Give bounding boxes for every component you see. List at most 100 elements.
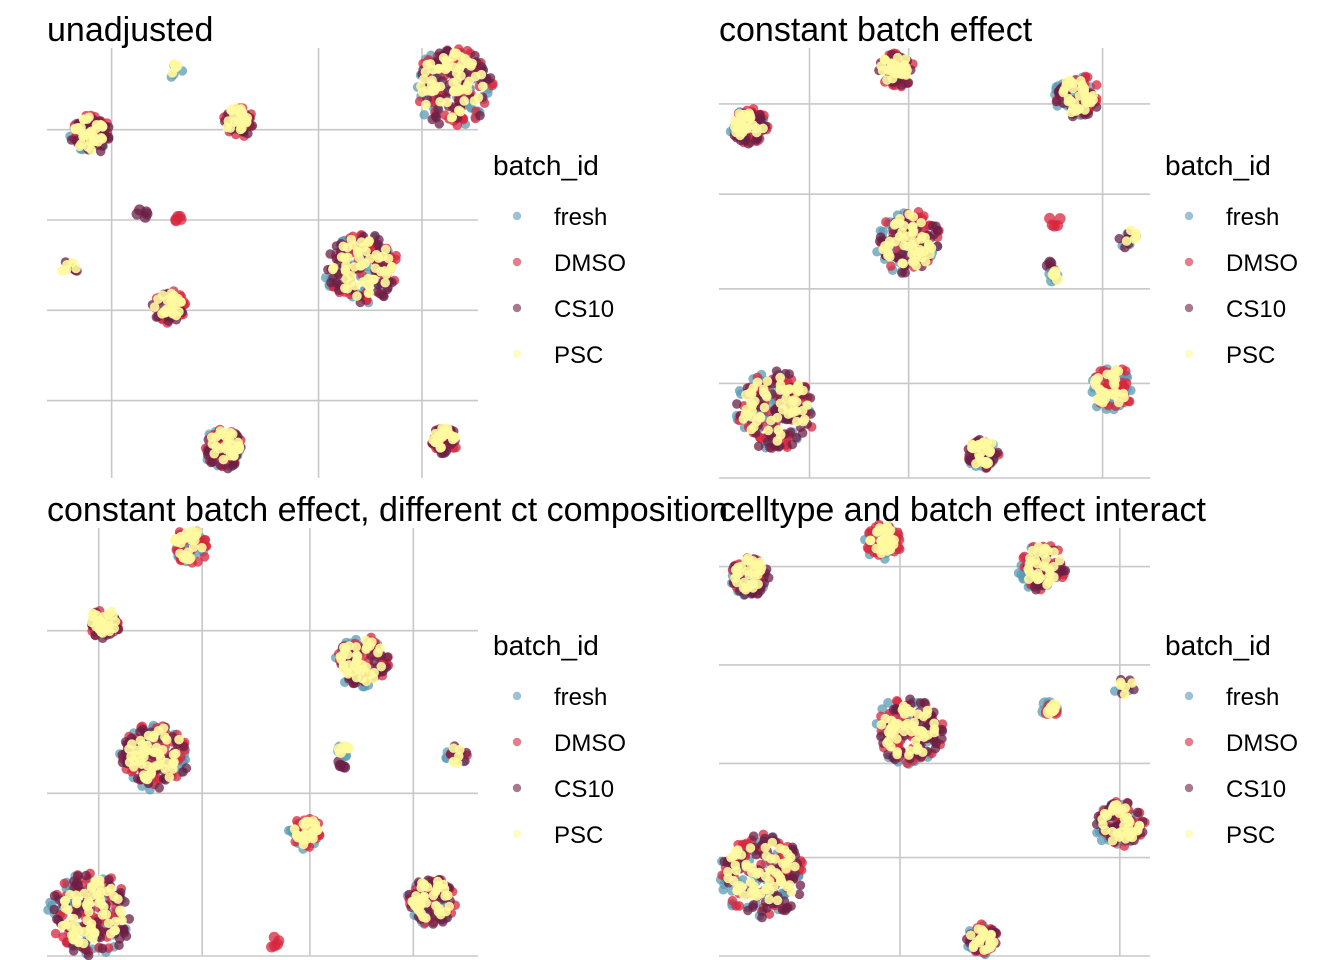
point-PSC	[162, 295, 172, 306]
point-PSC	[220, 431, 230, 441]
point-PSC	[754, 557, 765, 568]
panel-3: constant batch effect, different ct comp…	[43, 491, 728, 960]
point-cluster	[874, 48, 918, 92]
point-PSC	[909, 717, 920, 728]
point-PSC	[459, 96, 469, 106]
point-PSC	[91, 610, 102, 620]
point-PSC	[892, 734, 902, 744]
legend-key-CS10	[512, 303, 522, 313]
point-PSC	[1119, 689, 1130, 700]
point-PSC	[456, 71, 466, 81]
point-cluster	[333, 741, 354, 762]
point-PSC	[745, 843, 756, 853]
legend-label-PSC: PSC	[554, 342, 603, 369]
point-CS10	[770, 405, 780, 416]
point-PSC	[759, 402, 770, 413]
point-DMSO	[59, 878, 70, 889]
point-CS10	[751, 135, 761, 145]
point-PSC	[421, 898, 431, 908]
point-PSC	[328, 264, 338, 275]
point-PSC	[188, 542, 199, 553]
point-cluster	[43, 868, 135, 960]
point-PSC	[916, 217, 926, 228]
point-PSC	[154, 759, 165, 769]
point-PSC	[145, 769, 156, 780]
point-CS10	[119, 924, 129, 935]
point-PSC	[1049, 547, 1059, 557]
point-PSC	[376, 661, 387, 672]
legend-label-CS10: CS10	[554, 296, 614, 323]
point-PSC	[1115, 827, 1126, 837]
point-CS10	[763, 572, 774, 583]
point-PSC	[773, 425, 784, 435]
point-PSC	[233, 437, 243, 448]
point-CS10	[931, 221, 941, 232]
point-cluster	[1050, 71, 1102, 122]
point-DMSO	[50, 928, 61, 939]
point-PSC	[67, 930, 77, 940]
point-fresh	[883, 697, 893, 708]
point-PSC	[473, 92, 484, 103]
point-CS10	[743, 905, 753, 916]
point-PSC	[885, 533, 896, 544]
point-PSC	[1080, 105, 1090, 115]
point-PSC	[352, 655, 362, 666]
point-PSC	[1023, 574, 1034, 585]
legend-key-fresh	[1184, 691, 1194, 701]
point-PSC	[986, 929, 997, 940]
point-PSC	[871, 527, 882, 537]
point-cluster	[65, 110, 114, 157]
point-PSC	[227, 447, 237, 458]
point-cluster	[115, 720, 192, 795]
point-PSC	[467, 58, 478, 69]
point-PSC	[419, 74, 429, 84]
point-PSC	[169, 59, 180, 70]
point-DMSO	[175, 213, 187, 225]
point-PSC	[351, 642, 362, 652]
point-PSC	[435, 443, 446, 453]
point-CS10	[1114, 233, 1125, 244]
legend-label-CS10: CS10	[1226, 296, 1286, 323]
point-CS10	[753, 441, 764, 452]
point-CS10	[930, 743, 941, 754]
point-PSC	[726, 852, 736, 863]
point-PSC	[346, 234, 357, 245]
point-CS10	[992, 447, 1003, 458]
legend-label-CS10: CS10	[554, 776, 614, 803]
point-CS10	[428, 919, 438, 929]
legend-title: batch_id	[1165, 150, 1271, 181]
point-PSC	[149, 302, 160, 312]
point-cluster	[1087, 364, 1136, 415]
point-PSC	[57, 920, 68, 931]
point-PSC	[108, 610, 118, 621]
point-PSC	[151, 747, 161, 757]
point-PSC	[386, 261, 397, 272]
point-PSC	[1121, 236, 1132, 246]
point-PSC	[81, 900, 92, 910]
point-PSC	[762, 376, 773, 387]
point-PSC	[79, 888, 90, 899]
point-PSC	[170, 748, 181, 759]
point-PSC	[1058, 87, 1069, 98]
point-PSC	[380, 277, 390, 288]
point-CS10	[757, 906, 767, 917]
point-PSC	[116, 907, 126, 918]
point-CS10	[223, 463, 233, 474]
point-CS10	[114, 940, 124, 951]
point-PSC	[761, 884, 771, 895]
legend-label-fresh: fresh	[554, 204, 607, 231]
point-PSC	[153, 725, 164, 736]
point-PSC	[227, 429, 238, 440]
point-PSC	[758, 384, 769, 395]
legend-key-PSC	[1184, 349, 1194, 359]
point-CS10	[1051, 96, 1062, 107]
point-PSC	[913, 709, 923, 719]
point-PSC	[86, 883, 97, 893]
point-PSC	[442, 62, 453, 73]
point-PSC	[791, 406, 802, 416]
point-PSC	[167, 306, 178, 316]
point-PSC	[344, 660, 354, 670]
